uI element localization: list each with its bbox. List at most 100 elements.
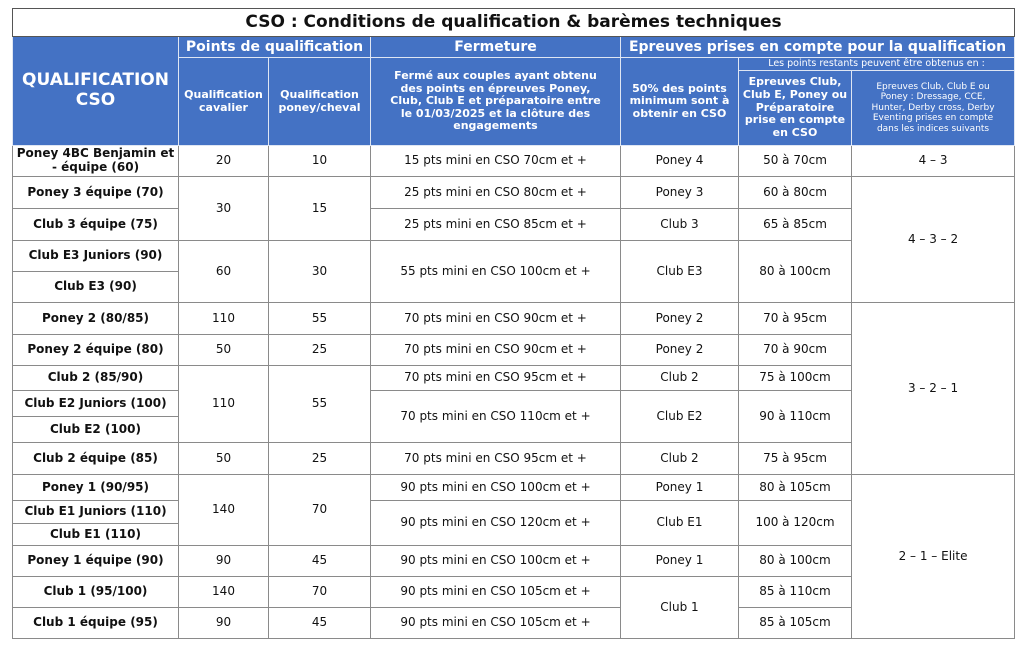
row-label: Club E3 (90) — [12, 271, 179, 303]
row-label: Poney 2 (80/85) — [12, 302, 179, 335]
table-cell: 90 pts mini en CSO 105cm et + — [370, 576, 621, 608]
table-cell: 15 — [268, 176, 371, 241]
table-cell: 25 pts mini en CSO 85cm et + — [370, 208, 621, 241]
table-row: Club E2 Juniors (100) 70 pts mini en CSO … — [12, 390, 1015, 443]
table-row: Poney 2 (80/85) 110 55 70 pts mini en CSO 9… — [12, 302, 1016, 475]
header-cell: 50% des points minimum sont à obtenir en… — [620, 57, 739, 146]
table-cell: 90 pts mini en CSO 100cm et + — [370, 474, 621, 501]
table-cell: 20 — [178, 145, 269, 177]
table-row: Poney 1 (90/95) 140 70 90 pts mini en CSO 1… — [12, 474, 1016, 639]
table-row: Poney 4BC Benjamin et - équipe (60) 20 10 1… — [12, 145, 1016, 177]
table-cell: 4 – 3 — [850, 145, 1016, 177]
table-cell: 70 — [268, 474, 371, 546]
row-label: Club 2 équipe (85) — [12, 442, 179, 475]
table-cell: 90 — [178, 607, 269, 639]
table-cell: 55 — [268, 365, 371, 443]
table-cell: Club 3 — [620, 208, 739, 241]
table-cell: 90 pts mini en CSO 120cm et + — [370, 500, 621, 546]
table-row: Poney 3 équipe (70) 30 15 25 pts mini en CS… — [12, 176, 1016, 303]
table-cell: Club E3 — [620, 240, 739, 303]
table-cell: 80 à 100cm — [738, 545, 852, 577]
table-row: Club E3 (90) — [12, 271, 1015, 303]
table-cell: 10 — [268, 145, 371, 177]
row-label: Club E2 (100) — [12, 416, 179, 443]
table-cell: 60 à 80cm — [738, 176, 852, 209]
table-cell: Club E2 — [620, 390, 739, 443]
row-label: Club 3 équipe (75) — [12, 208, 179, 241]
table-cell: 25 — [268, 442, 371, 475]
row-label: Club 1 équipe (95) — [12, 607, 179, 639]
header-cell: Fermeture — [370, 36, 621, 58]
table-cell: Poney 2 — [620, 302, 739, 335]
qualification-table: CSO : Conditions de qualification & barè… — [11, 8, 1016, 639]
header-cell: Epreuves Club, Club E ou Poney : Dressag… — [850, 70, 1016, 146]
table-cell: 90 pts mini en CSO 105cm et + — [370, 607, 621, 639]
table-cell: Club 2 — [620, 365, 739, 391]
table-cell: 25 — [268, 334, 371, 366]
table-cell: 80 à 105cm — [738, 474, 852, 501]
row-label: Club E2 Juniors (100) — [12, 390, 179, 417]
table-cell: 30 — [178, 176, 269, 241]
row-label: Club 1 (95/100) — [12, 576, 179, 608]
table-cell: 2 – 1 – Elite — [850, 474, 1016, 639]
table-cell: 70 — [268, 576, 371, 608]
table-row: Club E2 (100) — [12, 416, 1015, 443]
table-cell: 80 à 100cm — [738, 240, 852, 303]
table-cell: 70 pts mini en CSO 95cm et + — [370, 442, 621, 475]
table-cell: 70 à 95cm — [738, 302, 852, 335]
table-cell: 70 pts mini en CSO 90cm et + — [370, 334, 621, 366]
table-cell: 90 à 110cm — [738, 390, 852, 443]
table-cell: 140 — [178, 474, 269, 546]
table-cell: Club E1 — [620, 500, 739, 546]
row-label: Poney 3 équipe (70) — [12, 176, 179, 209]
table-cell: 65 à 85cm — [738, 208, 852, 241]
table-body: Poney 4BC Benjamin et - équipe (60) 20 10 1… — [12, 145, 1016, 639]
table-cell: 3 – 2 – 1 — [850, 302, 1016, 475]
table-cell: Club 1 — [620, 576, 739, 639]
table-cell: 55 — [268, 302, 371, 335]
row-label: Poney 4BC Benjamin et - équipe (60) — [12, 145, 179, 177]
table-cell: Poney 3 — [620, 176, 739, 209]
table-cell: 90 — [178, 545, 269, 577]
table-row: Club 3 équipe (75) 25 pts mini en CSO 85c… — [12, 208, 1015, 241]
table-cell: Poney 4 — [620, 145, 739, 177]
row-label: Club E3 Juniors (90) — [12, 240, 179, 272]
table-cell: Poney 1 — [620, 474, 739, 501]
table-row: Poney 2 équipe (80) 50 25 70 pts mini en CS… — [12, 334, 1015, 366]
table-cell: 75 à 95cm — [738, 442, 852, 475]
header-cell: Epreuves prises en compte pour la qualif… — [619, 36, 1016, 58]
table-cell: 70 pts mini en CSO 110cm et + — [370, 390, 621, 443]
row-label: Club E1 Juniors (110) — [12, 500, 179, 524]
table-title: CSO : Conditions de qualification & barè… — [11, 8, 1016, 37]
header-cell: Qualification cavalier — [178, 57, 269, 146]
table-cell: 70 pts mini en CSO 95cm et + — [370, 365, 621, 391]
row-label: Club 2 (85/90) — [12, 365, 179, 391]
table-cell: 45 — [268, 545, 371, 577]
table-cell: 140 — [178, 576, 269, 608]
table-row: Club E3 Juniors (90) 60 30 55 pts mini en C… — [12, 240, 1015, 303]
table-cell: 85 à 110cm — [738, 576, 852, 608]
row-label: Poney 1 (90/95) — [12, 474, 179, 501]
table-cell: 75 à 100cm — [738, 365, 852, 391]
table-cell: 70 à 90cm — [738, 334, 852, 366]
table-cell: 100 à 120cm — [738, 500, 852, 546]
header-cell: Points de qualification — [178, 36, 371, 58]
table-cell: 50 à 70cm — [738, 145, 852, 177]
table-row: Club 2 équipe (85) 50 25 70 pts mini en CSO… — [12, 442, 1015, 475]
header-cell: Les points restants peuvent être obtenus… — [737, 57, 1016, 71]
table-cell: 90 pts mini en CSO 100cm et + — [370, 545, 621, 577]
table-row: Club 2 (85/90) 110 55 70 pts mini en CSO 95… — [12, 365, 1015, 443]
row-label: Club E1 (110) — [12, 523, 179, 546]
header-cell: QUALIFICATION CSO — [12, 36, 179, 146]
table-cell: 50 — [178, 442, 269, 475]
table-cell: 15 pts mini en CSO 70cm et + — [370, 145, 621, 177]
table-cell: 50 — [178, 334, 269, 366]
table-cell: 25 pts mini en CSO 80cm et + — [370, 176, 621, 209]
table-cell: Club 2 — [620, 442, 739, 475]
table-cell: 4 – 3 – 2 — [850, 176, 1016, 303]
table-cell: 55 pts mini en CSO 100cm et + — [370, 240, 621, 303]
table-cell: 110 — [178, 302, 269, 335]
table-cell: 85 à 105cm — [738, 607, 852, 639]
header-cell: Qualification poney/cheval — [268, 57, 371, 146]
